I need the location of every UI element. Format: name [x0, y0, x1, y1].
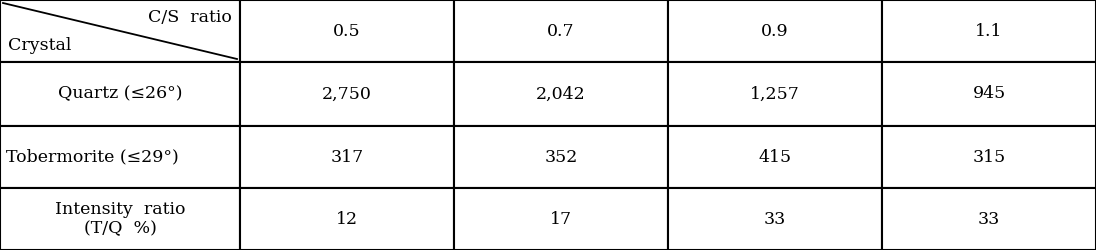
- Text: 315: 315: [972, 148, 1006, 166]
- Bar: [882, 188, 1096, 250]
- Bar: [667, 126, 882, 188]
- Bar: [0, 126, 240, 188]
- Text: 945: 945: [972, 86, 1006, 102]
- Bar: [667, 62, 882, 126]
- Bar: [882, 0, 1096, 62]
- Text: 1,257: 1,257: [750, 86, 800, 102]
- Bar: [882, 126, 1096, 188]
- Text: Crystal: Crystal: [8, 38, 71, 54]
- Text: 12: 12: [336, 210, 358, 228]
- Bar: [240, 62, 454, 126]
- Bar: [454, 62, 667, 126]
- Text: Intensity  ratio
(T/Q  %): Intensity ratio (T/Q %): [55, 201, 185, 237]
- Bar: [667, 188, 882, 250]
- Text: 0.7: 0.7: [547, 22, 574, 40]
- Text: 352: 352: [545, 148, 578, 166]
- Bar: [454, 126, 667, 188]
- Text: 33: 33: [764, 210, 786, 228]
- Bar: [667, 0, 882, 62]
- Text: 17: 17: [550, 210, 572, 228]
- Text: 2,750: 2,750: [322, 86, 372, 102]
- Bar: [0, 188, 240, 250]
- Bar: [0, 0, 240, 62]
- Bar: [240, 188, 454, 250]
- Bar: [240, 126, 454, 188]
- Text: 1.1: 1.1: [975, 22, 1003, 40]
- Text: Tobermorite (≤29°): Tobermorite (≤29°): [5, 148, 179, 166]
- Bar: [454, 0, 667, 62]
- Bar: [882, 62, 1096, 126]
- Text: 0.5: 0.5: [333, 22, 361, 40]
- Bar: [240, 0, 454, 62]
- Text: 317: 317: [330, 148, 364, 166]
- Text: 415: 415: [758, 148, 791, 166]
- Text: 33: 33: [978, 210, 1001, 228]
- Text: 2,042: 2,042: [536, 86, 586, 102]
- Bar: [454, 188, 667, 250]
- Text: C/S  ratio: C/S ratio: [148, 10, 232, 26]
- Bar: [0, 62, 240, 126]
- Text: Quartz (≤26°): Quartz (≤26°): [58, 86, 182, 102]
- Text: 0.9: 0.9: [762, 22, 789, 40]
